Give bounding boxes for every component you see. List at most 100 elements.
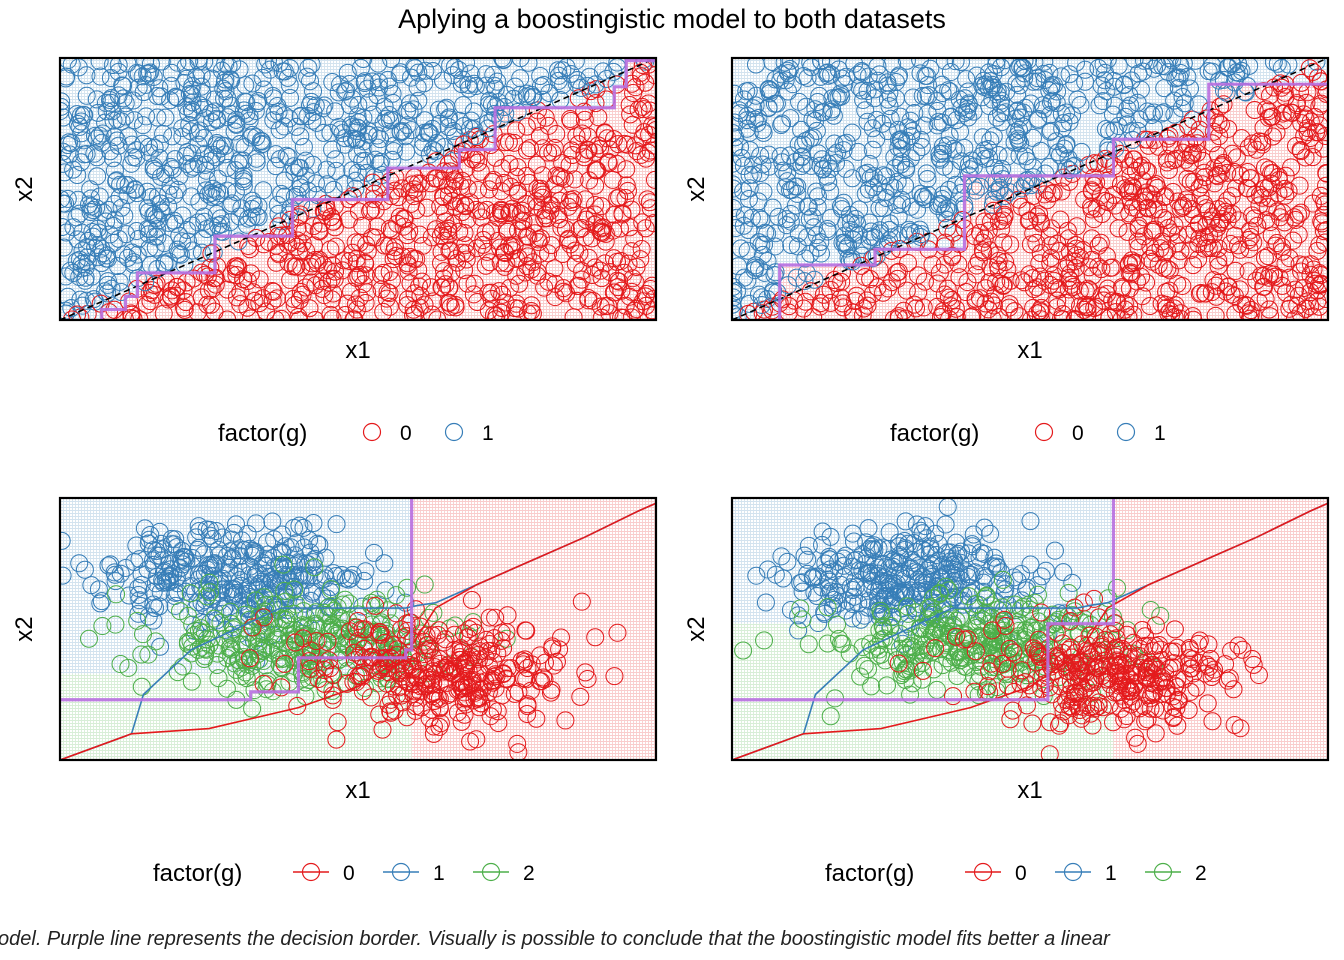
point-class-1 bbox=[215, 145, 234, 164]
point-class-0 bbox=[1211, 115, 1230, 134]
point-class-1 bbox=[202, 183, 221, 202]
point-class-0 bbox=[1279, 182, 1298, 201]
point-class-2 bbox=[181, 584, 200, 603]
point-class-0 bbox=[1260, 86, 1279, 105]
point-class-1 bbox=[341, 569, 360, 588]
point-class-0 bbox=[1312, 274, 1328, 293]
point-class-0 bbox=[963, 307, 982, 320]
point-class-1 bbox=[266, 145, 285, 164]
point-class-0 bbox=[1317, 176, 1328, 195]
point-class-1 bbox=[90, 58, 109, 71]
point-class-1 bbox=[974, 566, 993, 585]
point-class-1 bbox=[381, 111, 400, 130]
point-class-0 bbox=[509, 299, 528, 318]
point-class-0 bbox=[500, 278, 519, 297]
point-class-1 bbox=[951, 58, 970, 71]
point-class-1 bbox=[987, 108, 1006, 127]
point-class-1 bbox=[119, 127, 138, 146]
point-class-2 bbox=[829, 629, 848, 648]
point-class-2 bbox=[968, 645, 987, 664]
point-class-0 bbox=[1067, 217, 1086, 236]
point-class-1 bbox=[218, 89, 237, 108]
point-class-2 bbox=[258, 672, 277, 691]
point-class-1 bbox=[829, 552, 848, 571]
point-class-1 bbox=[976, 75, 995, 94]
point-class-0 bbox=[1041, 275, 1060, 294]
point-class-1 bbox=[1098, 58, 1117, 69]
point-class-0 bbox=[586, 195, 605, 214]
point-class-1 bbox=[306, 174, 325, 193]
point-class-1 bbox=[1006, 109, 1025, 128]
point-class-1 bbox=[1203, 58, 1222, 75]
point-class-1 bbox=[105, 128, 124, 147]
point-class-0 bbox=[406, 697, 425, 716]
point-class-0 bbox=[254, 608, 273, 627]
point-class-1 bbox=[232, 199, 251, 218]
point-class-1 bbox=[142, 188, 161, 207]
point-class-1 bbox=[873, 114, 892, 133]
point-class-1 bbox=[302, 92, 321, 111]
point-class-0 bbox=[632, 240, 651, 259]
point-class-1 bbox=[907, 143, 926, 162]
point-class-0 bbox=[1256, 290, 1275, 309]
point-class-0 bbox=[566, 241, 585, 260]
legend-label-1: 1 bbox=[1154, 422, 1166, 445]
point-class-0 bbox=[744, 302, 763, 320]
point-class-1 bbox=[771, 71, 790, 90]
point-class-0 bbox=[1229, 211, 1248, 230]
point-class-0 bbox=[1266, 236, 1285, 255]
points-layer bbox=[60, 512, 627, 760]
point-class-1 bbox=[77, 66, 96, 85]
point-class-0 bbox=[825, 271, 844, 290]
point-class-1 bbox=[419, 123, 438, 142]
point-class-1 bbox=[370, 154, 389, 173]
point-class-1 bbox=[339, 570, 358, 589]
point-class-0 bbox=[518, 304, 537, 320]
point-class-0 bbox=[1273, 242, 1292, 261]
point-class-1 bbox=[210, 139, 229, 158]
point-class-1 bbox=[125, 553, 144, 572]
point-class-0 bbox=[1189, 250, 1208, 269]
point-class-0 bbox=[323, 690, 342, 709]
point-class-1 bbox=[836, 159, 855, 178]
point-class-0 bbox=[1201, 101, 1220, 120]
point-class-1 bbox=[854, 90, 873, 109]
point-class-1 bbox=[1009, 58, 1028, 77]
point-class-0 bbox=[1276, 103, 1295, 122]
point-class-1 bbox=[101, 555, 120, 574]
point-class-0 bbox=[498, 222, 517, 241]
point-class-0 bbox=[343, 187, 362, 206]
point-class-0 bbox=[595, 123, 614, 142]
point-class-2 bbox=[959, 587, 978, 606]
true-boundary-0-2 bbox=[732, 502, 1328, 760]
point-class-0 bbox=[953, 210, 972, 229]
point-class-0 bbox=[484, 171, 503, 190]
point-class-0 bbox=[613, 204, 632, 223]
point-class-2 bbox=[382, 614, 401, 633]
point-class-1 bbox=[477, 65, 496, 84]
point-class-0 bbox=[610, 272, 629, 291]
point-class-1 bbox=[995, 58, 1014, 70]
point-class-1 bbox=[114, 245, 133, 264]
panel-frame bbox=[58, 496, 658, 762]
point-class-0 bbox=[1199, 239, 1218, 258]
point-class-1 bbox=[985, 548, 1004, 567]
legend-key-1 bbox=[1063, 862, 1083, 882]
point-class-0 bbox=[958, 273, 977, 292]
point-class-1 bbox=[226, 182, 245, 201]
point-class-0 bbox=[896, 309, 915, 320]
point-class-0 bbox=[586, 628, 605, 647]
point-class-0 bbox=[1052, 182, 1071, 201]
point-class-0 bbox=[361, 202, 380, 221]
point-class-1 bbox=[218, 547, 237, 566]
point-class-2 bbox=[894, 664, 913, 683]
point-class-0 bbox=[1040, 745, 1059, 760]
point-class-1 bbox=[752, 288, 771, 307]
point-class-0 bbox=[405, 284, 424, 303]
point-class-0 bbox=[147, 274, 166, 293]
point-class-1 bbox=[1090, 96, 1109, 115]
point-class-0 bbox=[525, 214, 544, 233]
point-class-1 bbox=[975, 544, 994, 563]
point-class-0 bbox=[888, 269, 907, 288]
point-class-1 bbox=[365, 543, 384, 562]
